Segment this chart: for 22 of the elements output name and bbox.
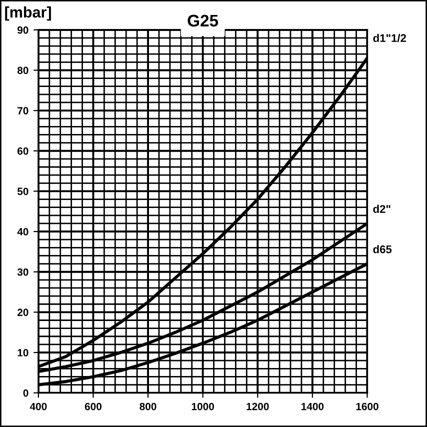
y-tick-label: 70	[18, 107, 28, 114]
y-tick-label: 30	[17, 268, 28, 276]
x-tick-label: 600	[84, 402, 102, 410]
x-tick-label: 1400	[301, 402, 324, 410]
series-label: d1"1/2	[373, 34, 406, 42]
series-label: d65	[373, 245, 392, 254]
y-tick-label: 10	[18, 349, 28, 356]
series-label: d2"	[373, 204, 390, 213]
x-tick-label: 1600	[356, 402, 378, 410]
y-tick-label: 0	[23, 389, 28, 397]
x-tick-label: 1200	[246, 402, 269, 410]
y-tick-label: 80	[17, 66, 28, 74]
y-tick-label: 20	[17, 308, 28, 316]
y-axis-title: [mbar]	[5, 6, 51, 21]
y-tick-label: 50	[17, 188, 28, 196]
x-tick-label: 800	[140, 402, 156, 410]
y-tick-label: 90	[17, 26, 28, 34]
y-tick-label: 60	[18, 147, 28, 155]
x-tick-label: 400	[30, 402, 47, 410]
y-tick-label: 40	[17, 228, 28, 236]
x-tick-label: 1000	[192, 402, 214, 410]
chart-title: G25	[188, 14, 218, 27]
